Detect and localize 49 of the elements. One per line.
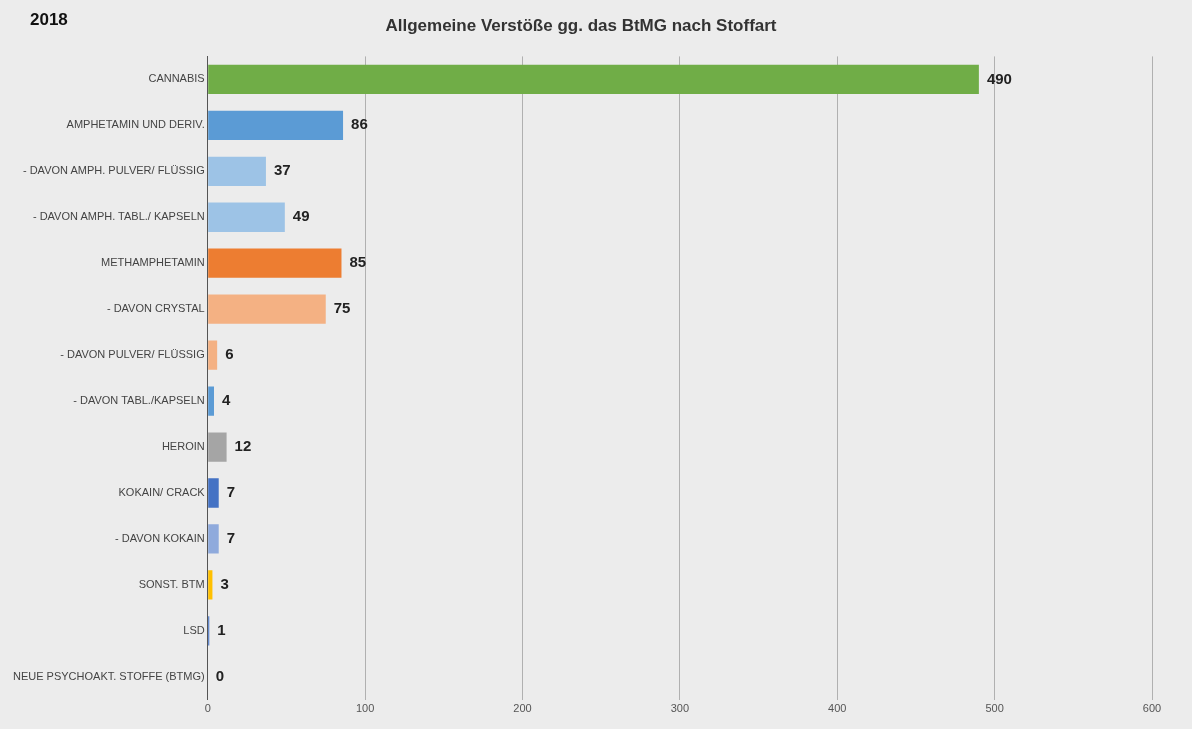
y-tick-label: KOKAIN/ CRACK [118, 486, 206, 499]
chart-title: Allgemeine Verstöße gg. das BtMG nach Stoffart [385, 15, 777, 35]
data-label: 12 [234, 437, 252, 455]
bar [208, 432, 227, 462]
data-label: 49 [292, 207, 310, 225]
data-label: 0 [215, 666, 225, 684]
y-tick-label: - DAVON AMPH. PULVER/ FLÜSSIG [22, 164, 205, 177]
y-tick-label: HEROIN [161, 440, 205, 453]
y-tick-label: - DAVON KOKAIN [115, 531, 205, 544]
data-label: 6 [225, 345, 234, 363]
y-tick-label: SONST. BTM [138, 577, 205, 590]
bar [208, 156, 266, 186]
data-label: 7 [226, 483, 236, 501]
bar [208, 570, 213, 600]
x-tick-label: 300 [670, 702, 690, 715]
x-tick-label: 500 [985, 702, 1004, 715]
bar [208, 478, 219, 508]
x-tick-label: 100 [355, 702, 375, 715]
bar [208, 64, 979, 95]
x-tick-label: 200 [513, 702, 532, 715]
y-tick-label: - DAVON TABL./KAPSELN [73, 394, 205, 407]
y-tick-label: - DAVON PULVER/ FLÜSSIG [60, 348, 205, 361]
bar [208, 524, 219, 554]
data-label: 37 [273, 161, 291, 179]
y-tick-label: AMPHETAMIN UND DERIV. [66, 118, 205, 131]
data-label: 7 [226, 529, 236, 547]
bar [208, 340, 218, 370]
bar [208, 248, 342, 278]
data-label: 3 [220, 575, 229, 593]
data-label: 4 [222, 391, 231, 409]
x-tick-label: 0 [204, 702, 211, 715]
x-tick-label: 400 [828, 702, 847, 715]
data-label: 490 [986, 69, 1012, 87]
y-tick-label: NEUE PSYCHOAKT. STOFFE (BTMG) [12, 669, 205, 682]
y-tick-label: - DAVON AMPH. TABL./ KAPSELN [32, 210, 205, 223]
data-label: 86 [351, 115, 368, 133]
data-label: 1 [217, 621, 226, 638]
bar [208, 386, 214, 416]
data-label: 75 [333, 299, 351, 317]
y-tick-label: METHAMPHETAMIN [101, 256, 205, 269]
y-tick-label: CANNABIS [148, 72, 205, 85]
y-tick-label: - DAVON CRYSTAL [106, 302, 205, 315]
text: 2018 [30, 10, 68, 30]
bar [208, 294, 326, 324]
bar [208, 202, 285, 232]
data-label: 85 [349, 253, 367, 271]
y-tick-label: LSD [183, 623, 205, 636]
bar [208, 110, 344, 140]
x-tick-label: 600 [1142, 702, 1162, 715]
